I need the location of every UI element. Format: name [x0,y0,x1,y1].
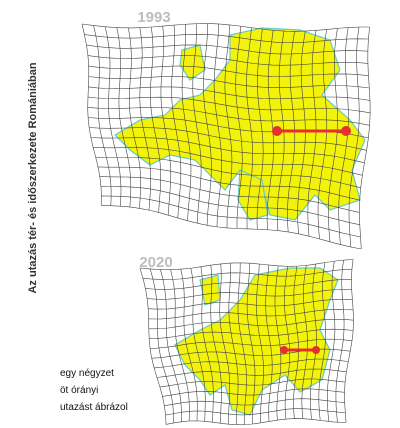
map-1993 [81,23,371,250]
grid-line [165,418,347,426]
grid-line [101,205,362,250]
grid-line [139,267,167,425]
grid-line [147,289,352,300]
legend-line: egy négyzet [60,368,114,379]
grid-line [88,76,370,89]
route-end [341,126,351,136]
grid-line [139,259,354,271]
grid-line [149,328,354,339]
grid-line [88,86,371,101]
grid-line [89,127,367,151]
grid-line [84,33,369,44]
grid-line [154,358,349,369]
grid-line [99,176,360,213]
grid-line [104,26,122,207]
grid-line [95,156,361,188]
grid-line [162,388,345,397]
grid-line [335,260,345,423]
side-title: Az utazás tér- és időszerkezete Romániáb… [27,62,39,293]
map-year: 2020 [139,254,172,271]
grid-line [93,25,112,206]
map-year: 1993 [137,9,170,26]
grid-line [164,398,345,406]
legend-line: öt órányi [60,385,98,396]
grid-line [97,166,360,201]
grid-line [150,338,353,349]
grid-line [156,368,347,378]
grid-line [142,269,352,280]
grid-line [145,279,352,290]
grid-line [344,259,354,423]
route-end [272,126,282,136]
grid-line [159,378,346,388]
grid-line [88,65,369,77]
route-end [312,346,320,354]
grid-line [148,319,354,330]
grid-line [87,55,368,66]
grid-line [101,195,361,238]
route-end [280,346,288,354]
grid-line [87,107,370,126]
grid-line [90,137,365,164]
grid-line [86,44,368,55]
grid-line [148,308,354,320]
grid-line [148,299,353,310]
grid-line [149,268,175,423]
grid-line [100,186,360,225]
land [174,267,339,416]
grid-line [165,408,346,416]
grid-line [93,147,363,176]
land [199,274,221,306]
grid-line [81,23,370,32]
map-2020 [139,259,354,426]
grid-line [116,27,132,208]
land [179,44,206,81]
legend-line: utazást ábrázol [60,402,128,413]
grid-line [87,96,371,114]
